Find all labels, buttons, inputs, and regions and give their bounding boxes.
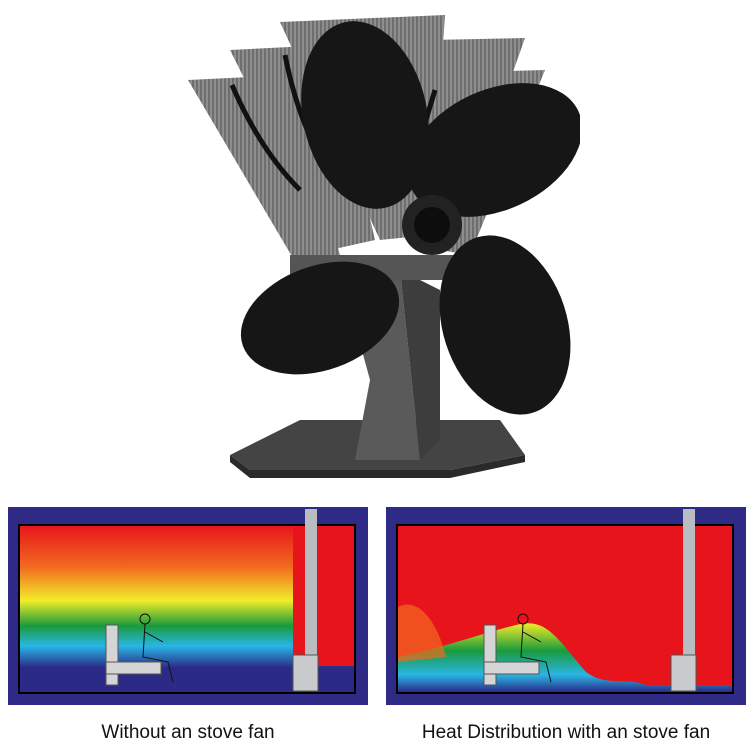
chimney (305, 509, 317, 659)
caption-without-fan: Without an stove fan (101, 722, 275, 743)
heat-map-with-fan (386, 507, 746, 705)
fan-blade (240, 261, 400, 375)
fan-blade (301, 21, 429, 209)
stove (670, 654, 697, 692)
fan-blades (240, 21, 580, 415)
chimney (683, 509, 695, 659)
stove (292, 654, 319, 692)
caption-with-fan: Heat Distribution with an stove fan (421, 722, 711, 743)
stove-fan-image (188, 15, 580, 478)
chair (105, 624, 119, 686)
fan-blade (407, 83, 580, 217)
chair (483, 624, 497, 686)
heat-map-without-fan (8, 507, 368, 705)
fan-blade (439, 235, 571, 415)
